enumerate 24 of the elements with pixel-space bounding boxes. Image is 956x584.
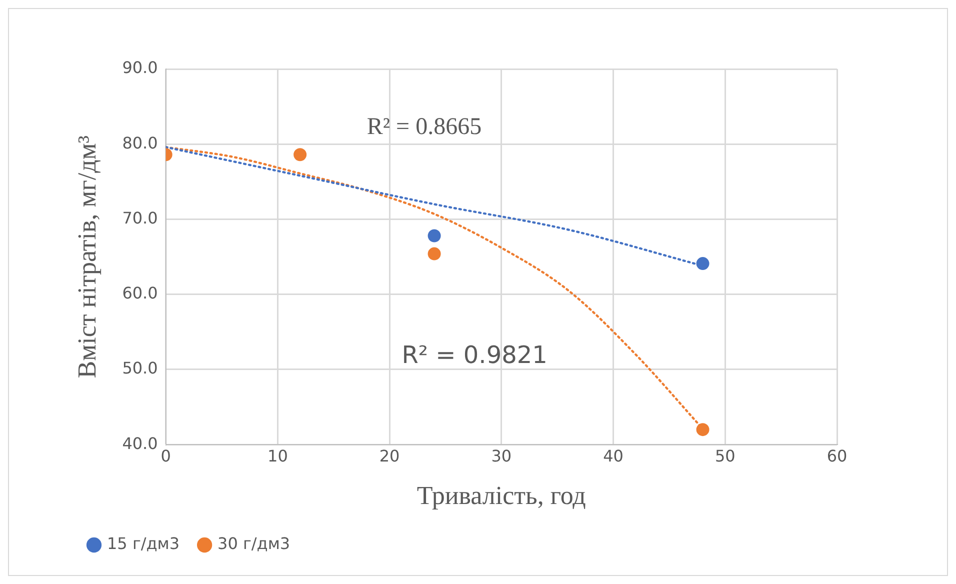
point <box>428 229 441 242</box>
y-tick-label: 80.0 <box>122 133 158 152</box>
annotation: R² = 0.8665 <box>366 114 482 140</box>
x-tick-label: 50 <box>714 446 736 466</box>
y-tick-label: 70.0 <box>122 208 158 228</box>
point <box>696 423 710 436</box>
point <box>696 257 710 270</box>
x-tick-label: 40 <box>603 446 624 466</box>
y-tick-label: 60.0 <box>122 284 158 303</box>
legend-label: 30 г/дм3 <box>218 534 290 554</box>
x-tick-label: 60 <box>826 446 848 466</box>
y-axis-title: Вміст нітратів, мг/дм³ <box>72 135 102 378</box>
x-tick-label: 20 <box>379 446 400 466</box>
point <box>294 148 307 162</box>
y-tick-label: 50.0 <box>122 358 158 378</box>
x-tick-label: 30 <box>491 446 512 466</box>
annotation: R² = 0.9821 <box>402 340 548 369</box>
x-tick-label: 0 <box>160 446 171 466</box>
x-tick-label: 10 <box>268 446 288 466</box>
y-tick-label: 90.0 <box>122 58 158 78</box>
y-tick-label: 40.0 <box>122 434 158 453</box>
x-axis-title: Тривалість, год <box>416 481 586 510</box>
point <box>428 247 441 260</box>
legend-label: 15 г/дм3 <box>107 534 180 554</box>
